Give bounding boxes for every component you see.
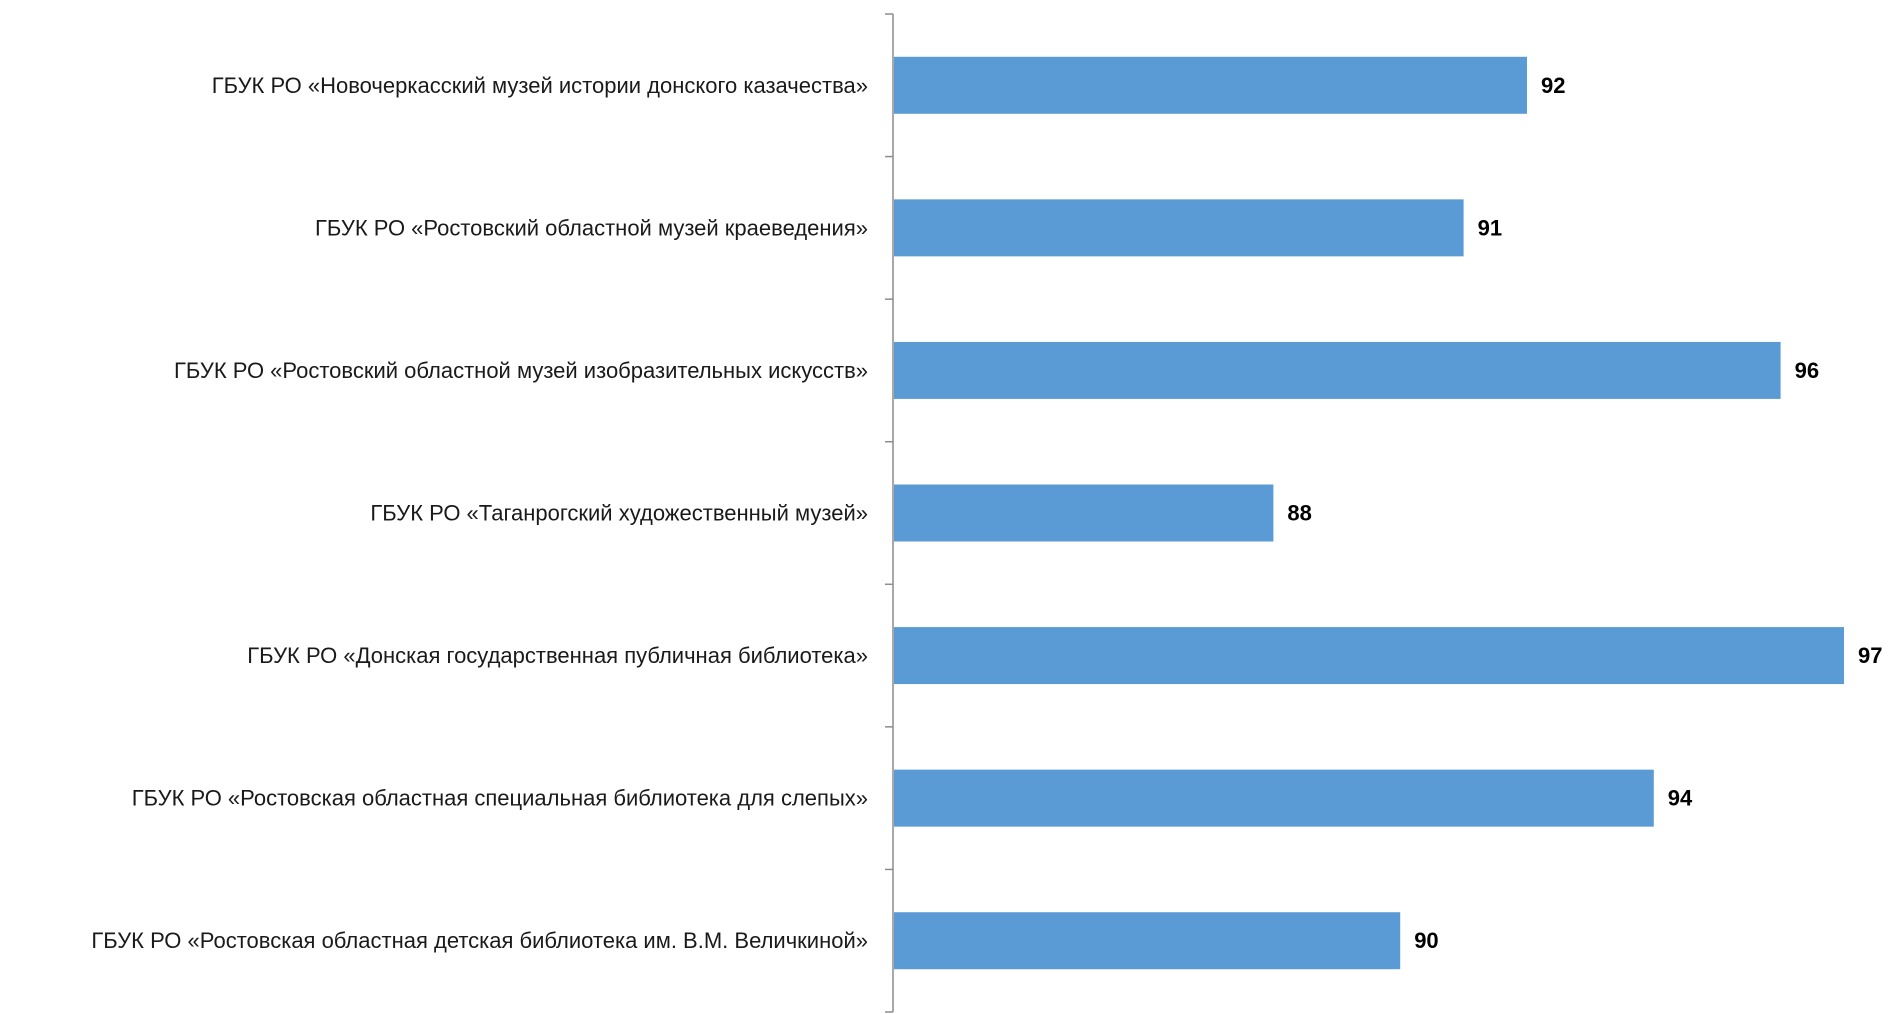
data-label: 88: [1287, 501, 1311, 526]
bar: [894, 484, 1274, 542]
category-label: ГБУК РО «Таганрогский художественный муз…: [370, 501, 868, 526]
bar: [894, 341, 1781, 399]
data-label: 94: [1668, 786, 1693, 811]
bar: [894, 199, 1464, 257]
category-labels: ГБУК РО «Новочеркасский музей истории до…: [91, 73, 868, 953]
bar: [894, 627, 1844, 685]
category-label: ГБУК РО «Донская государственная публичн…: [247, 643, 868, 668]
data-labels: 92 91 96 88 97 94 90: [1287, 73, 1882, 953]
category-label: ГБУК РО «Ростовская областная специальна…: [132, 786, 868, 811]
bar: [894, 56, 1527, 114]
bar: [894, 769, 1654, 827]
data-label: 96: [1795, 358, 1819, 383]
data-label: 97: [1858, 643, 1882, 668]
category-label: ГБУК РО «Ростовская областная детская би…: [91, 928, 868, 953]
bar: [894, 912, 1401, 970]
data-label: 92: [1541, 73, 1565, 98]
data-label: 90: [1414, 928, 1438, 953]
category-label: ГБУК РО «Ростовский областной музей крае…: [315, 215, 868, 240]
category-axis: [885, 13, 894, 1013]
bar-series: [894, 56, 1844, 970]
data-label: 91: [1478, 215, 1502, 240]
category-label: ГБУК РО «Новочеркасский музей истории до…: [212, 73, 868, 98]
category-label: ГБУК РО «Ростовский областной музей изоб…: [174, 358, 868, 383]
